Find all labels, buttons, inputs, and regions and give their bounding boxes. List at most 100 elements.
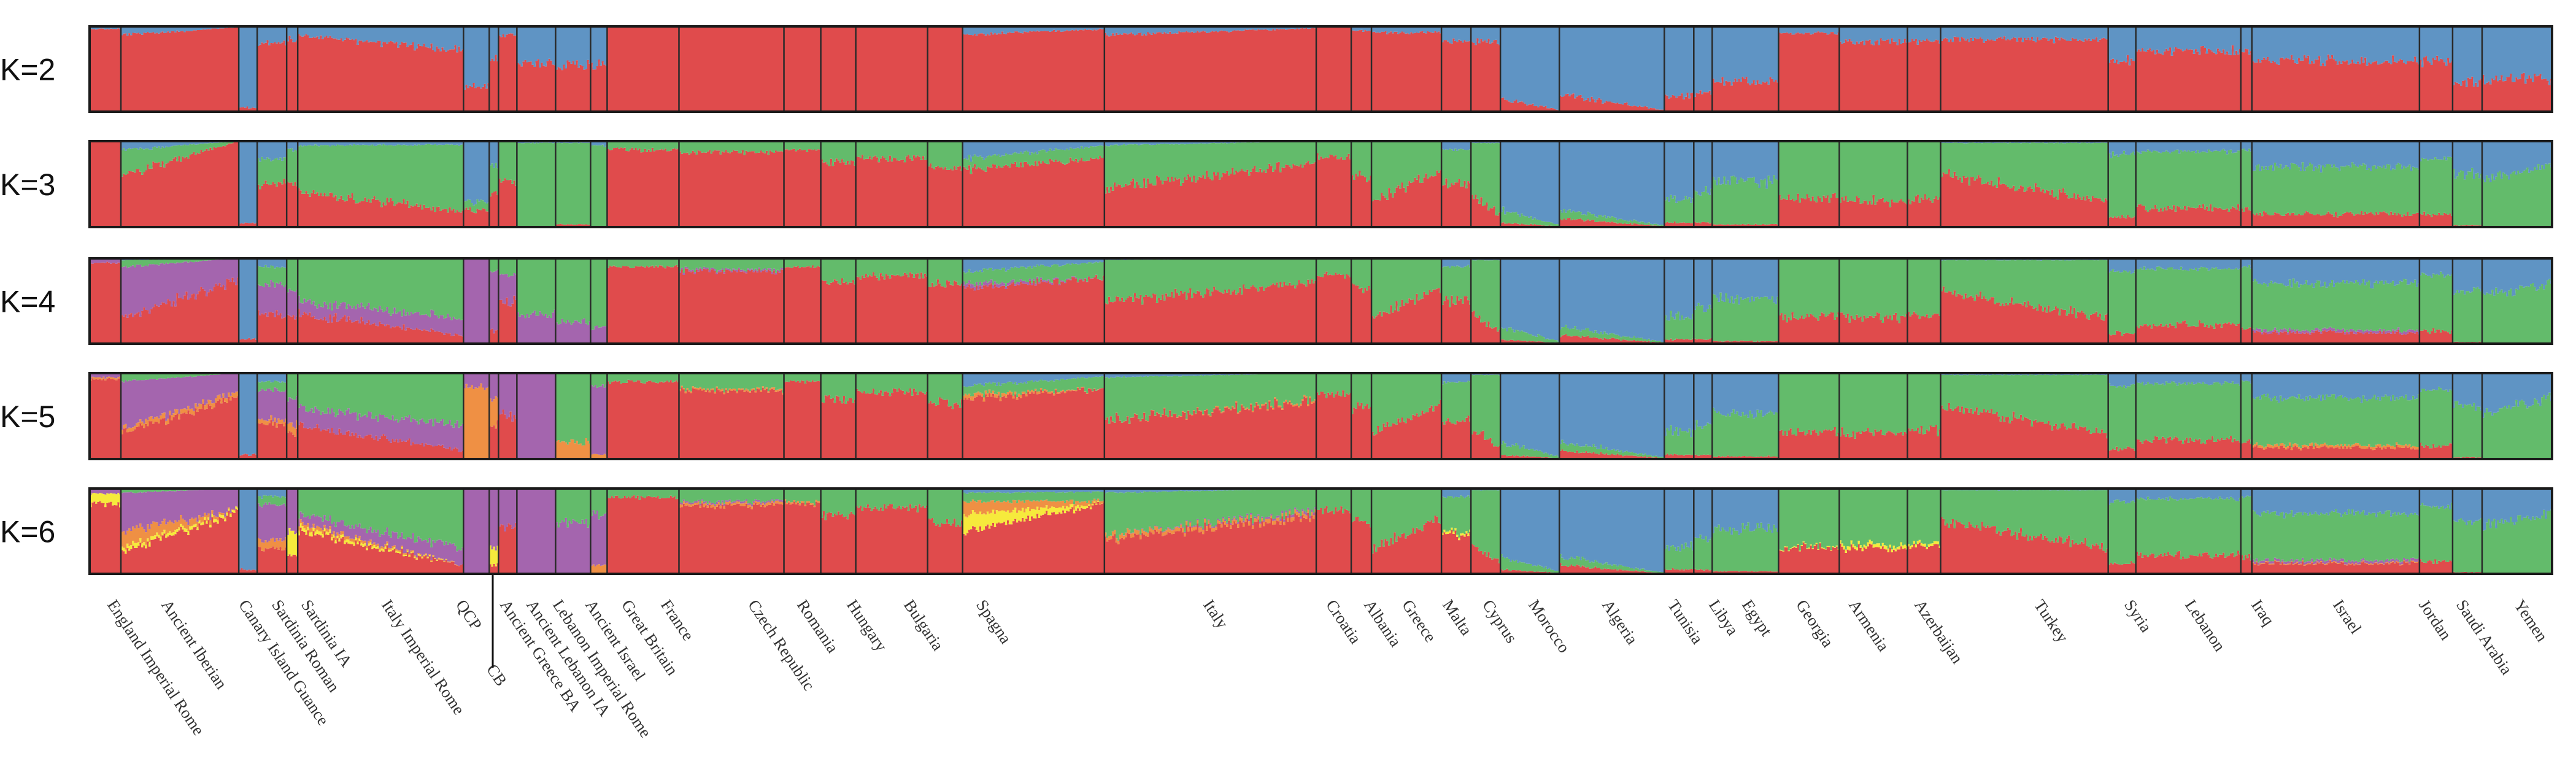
- k4-tunisia-component-r: [1664, 338, 1694, 344]
- k6-france-component-o: [679, 500, 785, 509]
- k6-syria-component-b: [2108, 489, 2137, 505]
- k4-israel-component-g: [2251, 278, 2420, 333]
- k4-morocco-component-g: [1500, 327, 1560, 343]
- k6-england-imperial-rome-component-y: [90, 493, 121, 508]
- group-label-cyprus: Cyprus: [1479, 597, 1521, 646]
- k3-italy-imperial-rome-component-b: [298, 141, 464, 147]
- k2-greece-component-r: [1371, 31, 1442, 112]
- k4-ancient-iberian-component-r: [121, 277, 239, 344]
- k5-ancient-iberian-component-r: [121, 396, 239, 459]
- k3-cb-component-r: [489, 191, 499, 227]
- k2-morocco-component-b: [1500, 26, 1560, 110]
- k6-egypt-component-b: [1712, 489, 1779, 535]
- k6-iraq-component-r: [2240, 554, 2253, 574]
- k2-algeria-component-r: [1559, 93, 1665, 112]
- k3-syria-component-g: [2108, 150, 2137, 218]
- k5-algeria-component-b: [1559, 373, 1665, 457]
- k-label: K=4: [0, 285, 55, 319]
- k3-cb-component-b: [489, 141, 499, 169]
- k2-georgia-component-r: [1778, 31, 1840, 112]
- k4-algeria-component-r: [1559, 334, 1665, 344]
- k5-romania-component-r: [820, 395, 857, 459]
- k4-lebanon-component-r: [2135, 320, 2242, 344]
- k6-lebanon-imperial-rome-component-g: [555, 489, 591, 528]
- k5-spagna-component-b: [962, 373, 1105, 387]
- k3-israel-component-r: [2251, 211, 2420, 227]
- k3-qcp-component-b: [463, 141, 490, 206]
- k5-malta-component-g: [1441, 381, 1471, 425]
- k6-lebanon-component-b: [2135, 489, 2242, 501]
- panel-k3: K=3: [0, 140, 2553, 228]
- k4-spagna-component-b: [962, 258, 1105, 274]
- k4-egypt-component-g: [1712, 292, 1779, 342]
- k5-ancient-israel-component-g: [590, 373, 607, 388]
- k3-algeria-component-b: [1559, 141, 1665, 226]
- k3-greece-component-g: [1371, 141, 1442, 201]
- k2-saudi-arabia-component-b: [2452, 26, 2483, 87]
- k6-cyprus-component-g: [1471, 490, 1501, 563]
- k2-jordan-component-b: [2419, 26, 2453, 68]
- k5-georgia-component-g: [1778, 373, 1840, 436]
- k3-czech-republic-component-g: [784, 141, 822, 152]
- k2-qcp-component-r: [463, 83, 490, 112]
- k4-egypt-component-b: [1712, 258, 1779, 305]
- k3-croatia-component-r: [1316, 153, 1352, 227]
- group-label-malta: Malta: [1439, 597, 1476, 639]
- k4-hungary-component-r: [855, 272, 928, 344]
- panel-frame: [88, 487, 2553, 575]
- k4-ancient-iberian-component-g: [121, 258, 239, 268]
- k4-algeria-component-g: [1559, 325, 1665, 343]
- k5-saudi-arabia-component-g: [2452, 401, 2483, 458]
- k4-ancient-greece-ba-component-p: [498, 273, 517, 307]
- k5-cyprus-component-r: [1471, 430, 1501, 459]
- k6-croatia-component-r: [1316, 506, 1352, 574]
- k2-egypt-component-r: [1712, 77, 1779, 112]
- k5-iraq-component-g: [2240, 380, 2253, 444]
- k3-cyprus-component-r: [1471, 195, 1501, 227]
- k6-greece-component-r: [1371, 516, 1442, 574]
- k3-sardinia-roman-component-r: [257, 179, 287, 227]
- k2-spagna-component-b: [962, 26, 1105, 36]
- k3-hungary-component-r: [855, 155, 928, 227]
- k3-france-component-r: [679, 150, 785, 227]
- k2-turkey-component-b: [1940, 26, 2109, 44]
- k3-canary-island-guance-component-b: [239, 141, 258, 224]
- k3-iraq-component-r: [2240, 207, 2253, 227]
- k6-israel-component-b: [2251, 489, 2420, 519]
- k3-malta-component-g: [1441, 149, 1471, 188]
- k4-ancient-lebanon-ia-component-g: [517, 258, 556, 319]
- k2-syria-component-b: [2108, 26, 2137, 66]
- group-label-croatia: Croatia: [1322, 597, 1365, 647]
- k6-saudi-arabia-component-b: [2452, 489, 2483, 525]
- k6-spagna-component-y: [962, 501, 1105, 536]
- k5-ancient-iberian-component-o: [121, 391, 239, 435]
- k5-sardinia-roman-component-b: [257, 373, 287, 383]
- k3-lebanon-component-g: [2135, 149, 2242, 212]
- k3-egypt-component-g: [1712, 175, 1779, 225]
- k6-tunisia-component-b: [1664, 489, 1694, 552]
- k4-syria-component-b: [2108, 258, 2137, 274]
- k3-albania-component-r: [1351, 171, 1372, 227]
- k3-italy-component-g: [1104, 141, 1317, 194]
- k2-malta-component-r: [1441, 38, 1471, 112]
- k3-morocco-component-g: [1500, 206, 1560, 226]
- k5-france-component-g: [679, 373, 785, 393]
- k4-spagna-component-g: [962, 261, 1105, 287]
- k6-lebanon-imperial-rome-component-p: [555, 517, 591, 574]
- k5-lebanon-component-r: [2135, 436, 2242, 459]
- k3-lebanon-imperial-rome-component-g: [555, 142, 591, 225]
- k5-england-imperial-rome-component-r: [90, 378, 121, 459]
- k6-georgia-component-y: [1778, 541, 1840, 552]
- k5-cb-component-r: [489, 420, 499, 459]
- k2-armenia-component-b: [1839, 26, 1908, 45]
- k2-libya-component-b: [1694, 26, 1713, 97]
- k6-hungary-component-r: [855, 504, 928, 574]
- group-label-saudi-arabia: Saudi Arabia: [2453, 597, 2516, 678]
- k5-france-component-o: [679, 385, 785, 395]
- k4-canary-island-guance-component-r: [239, 338, 258, 344]
- k6-azerbaijan-component-g: [1907, 489, 1942, 547]
- k5-italy-component-b: [1104, 373, 1317, 379]
- k4-turkey-component-g: [1940, 260, 2109, 321]
- k6-ancient-israel-component-p: [590, 510, 607, 566]
- k5-england-imperial-rome-component-o: [90, 376, 121, 381]
